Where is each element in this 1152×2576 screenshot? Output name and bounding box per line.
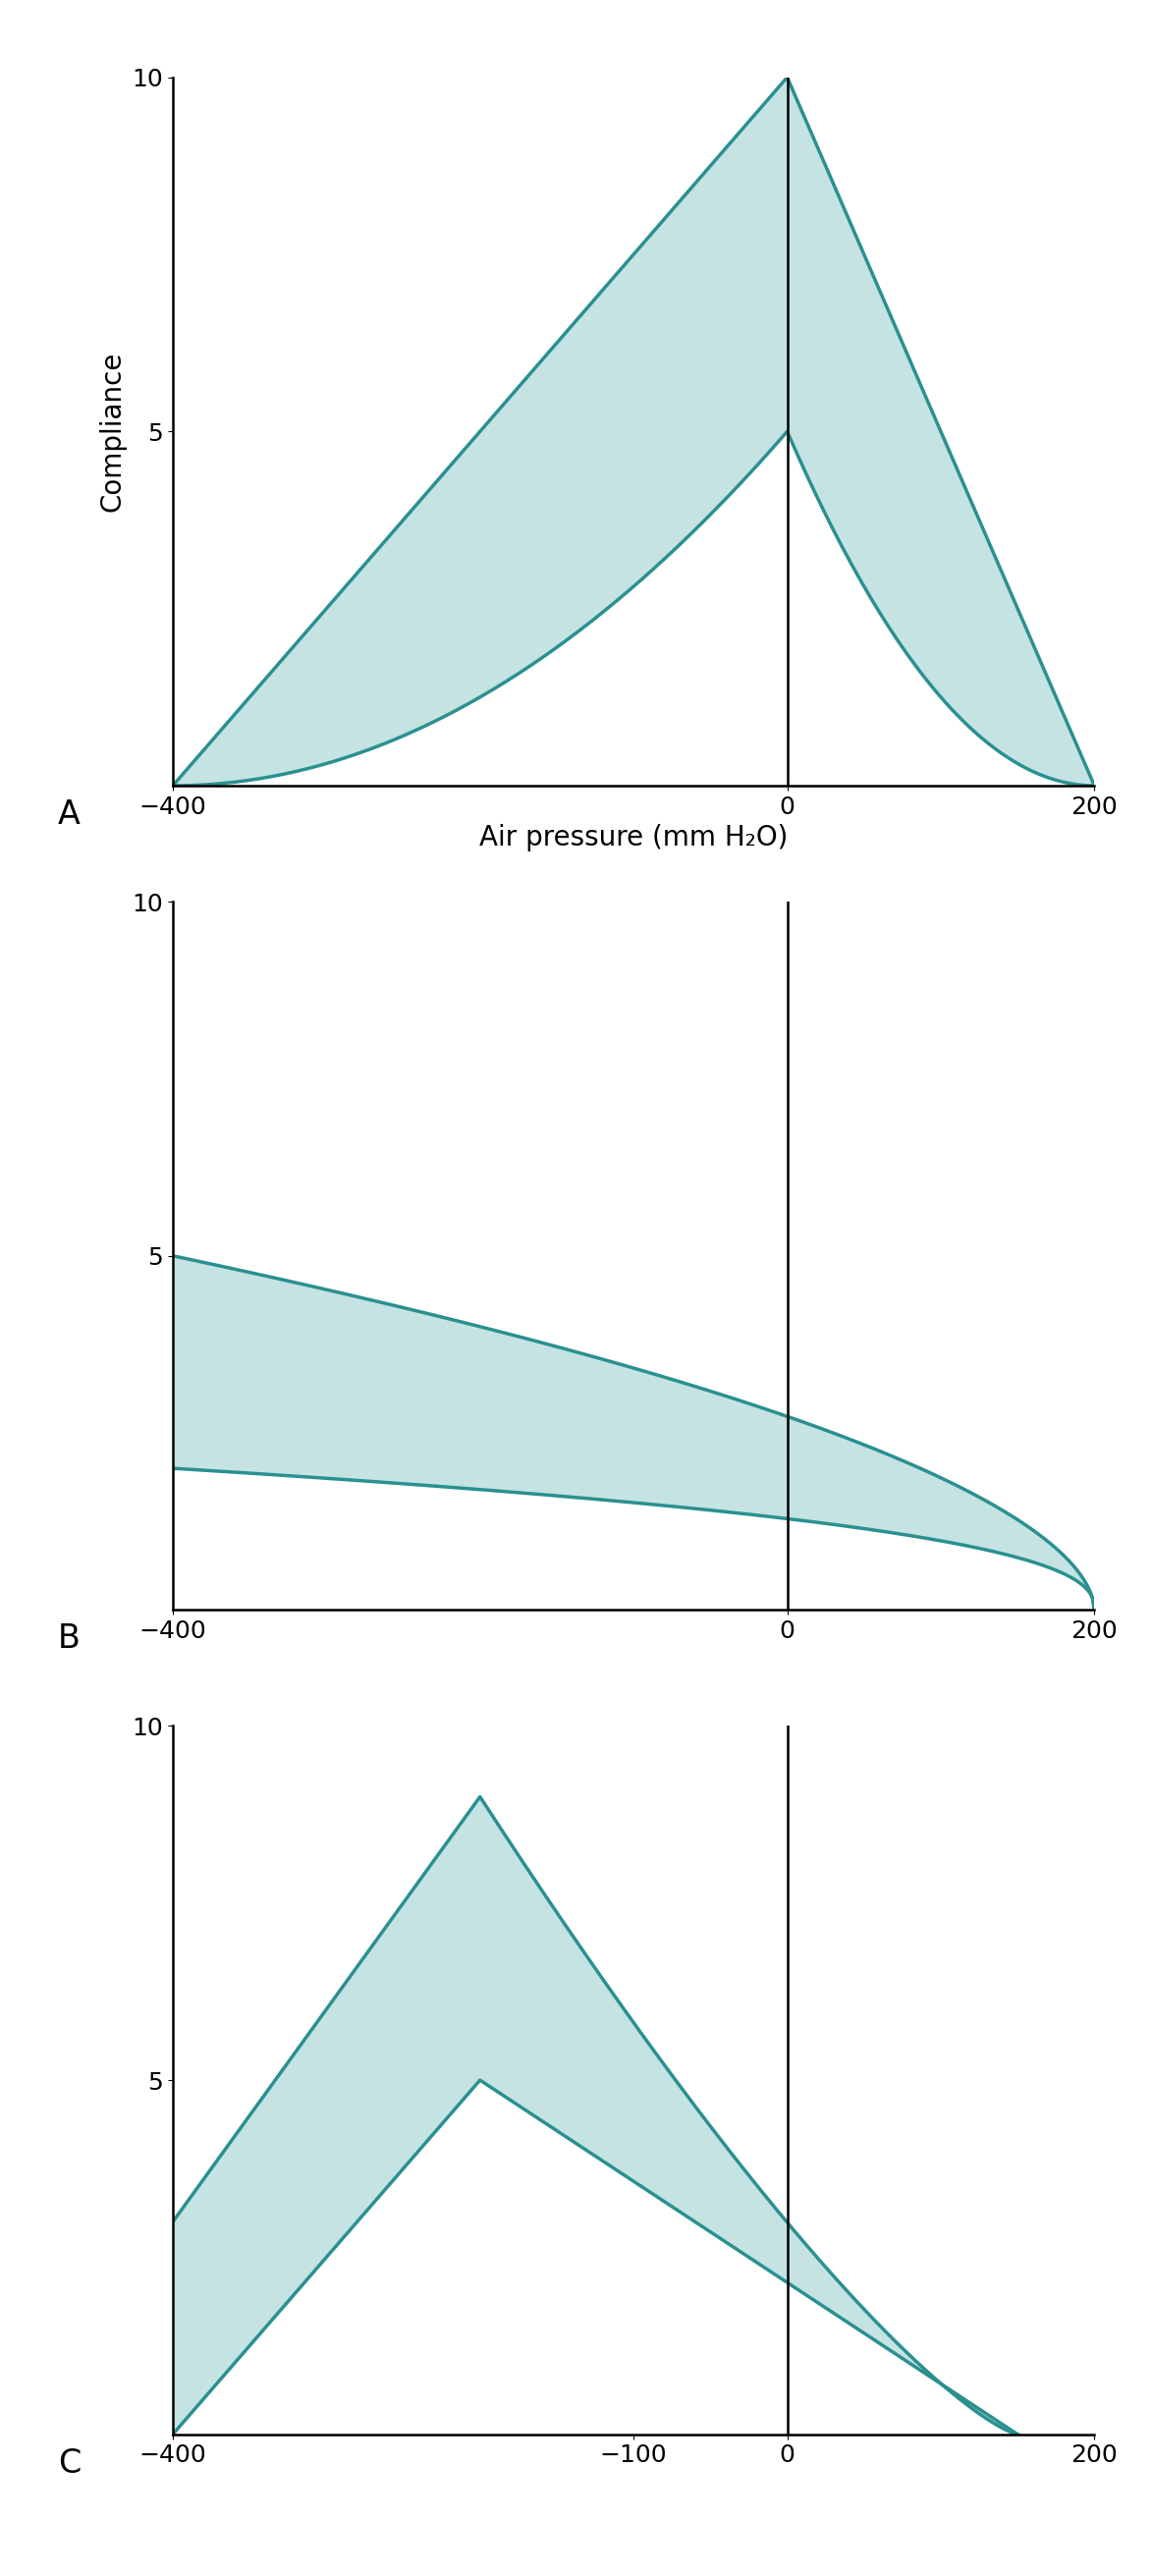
Polygon shape xyxy=(173,77,1094,786)
Polygon shape xyxy=(173,1257,1094,1610)
Text: C: C xyxy=(58,2447,81,2481)
Text: B: B xyxy=(58,1623,81,1656)
X-axis label: Air pressure (mm H₂O): Air pressure (mm H₂O) xyxy=(479,824,788,853)
Text: A: A xyxy=(58,799,81,832)
Y-axis label: Compliance: Compliance xyxy=(99,350,127,513)
Polygon shape xyxy=(173,1798,1017,2434)
